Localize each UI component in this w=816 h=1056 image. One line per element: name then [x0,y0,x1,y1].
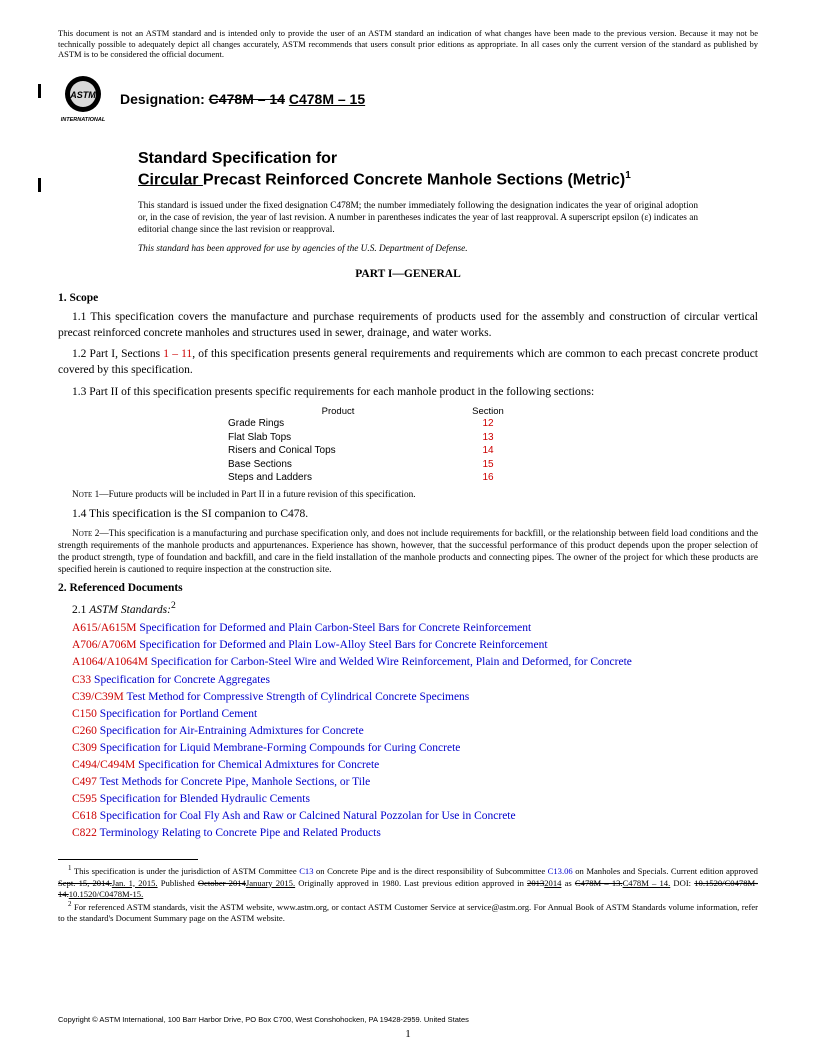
refs-sub: 2.1 ASTM Standards:2 [58,600,758,616]
table-header: Product Section [228,406,758,417]
reference-item[interactable]: A1064/A1064M Specification for Carbon-St… [72,654,758,670]
reference-list: A615/A615M Specification for Deformed an… [72,620,758,841]
table-head-section: Section [448,406,528,417]
subcommittee-link[interactable]: C13.06 [548,866,573,876]
section-link[interactable]: 13 [448,431,528,445]
reference-item[interactable]: C33 Specification for Concrete Aggregate… [72,672,758,688]
table-row: Base Sections15 [228,458,758,472]
page-number: 1 [0,1028,816,1040]
title-line1: Standard Specification for [138,150,698,168]
reference-item[interactable]: A615/A615M Specification for Deformed an… [72,620,758,636]
designation-old: C478M – 14 [209,91,285,107]
reference-item[interactable]: C822 Terminology Relating to Concrete Pi… [72,825,758,841]
committee-link[interactable]: C13 [299,866,313,876]
title-insert: Circular [138,171,203,188]
section-link[interactable]: 14 [448,444,528,458]
designation-new: C478M – 15 [289,91,365,107]
scope-1-4: 1.4 This specification is the SI compani… [58,507,758,523]
approved-note: This standard has been approved for use … [138,244,698,254]
refs-heading: 2. Referenced Documents [58,582,758,594]
footnote-separator [58,859,198,860]
note-1: Note 1—Future products will be included … [58,489,758,501]
title-line2: Circular Precast Reinforced Concrete Man… [138,170,698,190]
scope-1-2: 1.2 Part I, Sections 1 – 11, of this spe… [58,347,758,378]
scope-1-3: 1.3 Part II of this specification presen… [58,385,758,401]
footnotes: 1 This specification is under the jurisd… [58,864,758,924]
change-bar-icon [38,178,41,192]
reference-item[interactable]: C39/C39M Test Method for Compressive Str… [72,689,758,705]
reference-item[interactable]: C309 Specification for Liquid Membrane-F… [72,740,758,756]
section-link[interactable]: 16 [448,471,528,485]
part-heading: PART I—GENERAL [58,268,758,280]
copyright: Copyright © ASTM International, 100 Barr… [58,1015,469,1024]
section-link[interactable]: 1 – 11 [163,348,192,360]
logo-bottom-text: INTERNATIONAL [61,117,106,123]
scope-heading: 1. Scope [58,292,758,304]
reference-item[interactable]: C497 Test Methods for Concrete Pipe, Man… [72,774,758,790]
footnote-1: 1 This specification is under the jurisd… [58,864,758,899]
header-row: ASTM INTERNATIONAL Designation: C478M – … [58,74,758,124]
document-title: Standard Specification for Circular Prec… [138,150,698,190]
section-link[interactable]: 12 [448,417,528,431]
astm-logo: ASTM INTERNATIONAL [58,74,108,124]
table-row: Grade Rings12 [228,417,758,431]
reference-item[interactable]: C595 Specification for Blended Hydraulic… [72,791,758,807]
footnote-2: 2 For referenced ASTM standards, visit t… [58,900,758,924]
disclaimer-text: This document is not an ASTM standard an… [58,28,758,60]
issued-note: This standard is issued under the fixed … [138,200,698,236]
table-row: Flat Slab Tops13 [228,431,758,445]
scope-1-1: 1.1 This specification covers the manufa… [58,310,758,341]
product-table: Product Section Grade Rings12 Flat Slab … [228,406,758,485]
change-bar-icon [38,84,41,98]
reference-item[interactable]: C494/C494M Specification for Chemical Ad… [72,757,758,773]
table-row: Steps and Ladders16 [228,471,758,485]
note-2: Note 2—This specification is a manufactu… [58,528,758,576]
table-row: Risers and Conical Tops14 [228,444,758,458]
reference-item[interactable]: C150 Specification for Portland Cement [72,706,758,722]
reference-item[interactable]: C618 Specification for Coal Fly Ash and … [72,808,758,824]
section-link[interactable]: 15 [448,458,528,472]
page: This document is not an ASTM standard an… [0,0,816,944]
reference-item[interactable]: C260 Specification for Air-Entraining Ad… [72,723,758,739]
reference-item[interactable]: A706/A706M Specification for Deformed an… [72,637,758,653]
designation: Designation: C478M – 14 C478M – 15 [120,91,365,107]
logo-top-text: ASTM [69,90,96,100]
table-head-product: Product [228,406,448,417]
